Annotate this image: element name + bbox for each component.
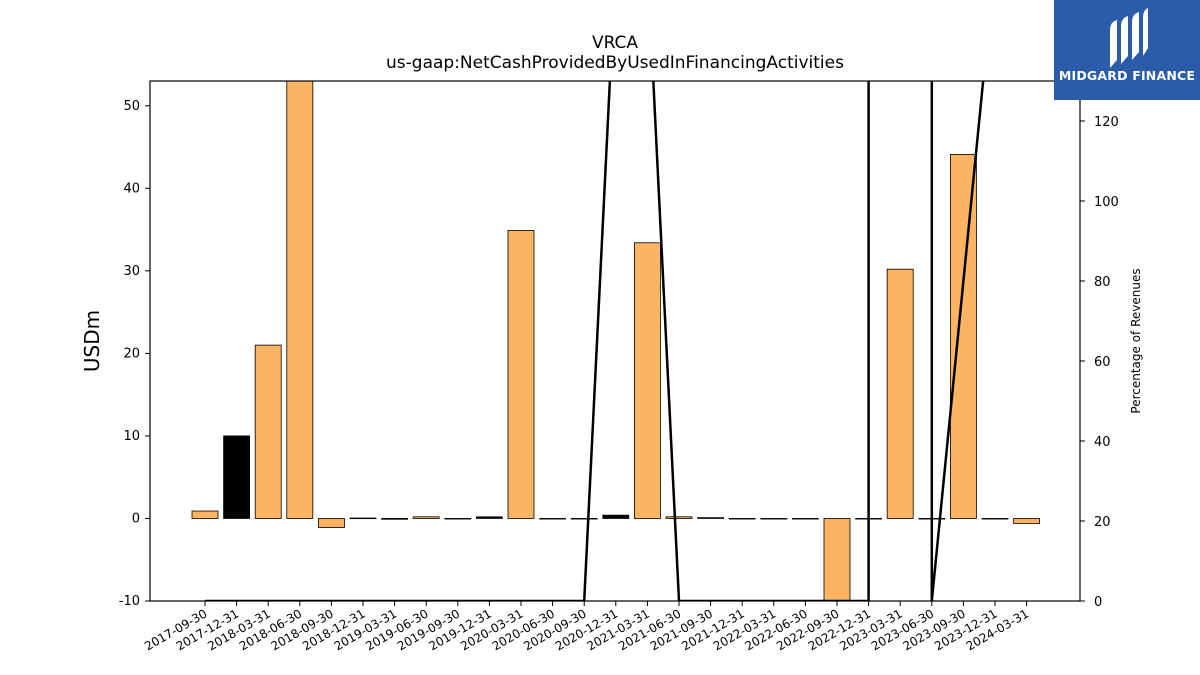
bar-2019-03-31 bbox=[381, 518, 409, 520]
bar-2018-06-30 bbox=[286, 81, 314, 519]
y-axis-right-label: Percentage of Revenues bbox=[1129, 268, 1143, 413]
bar-2019-09-30 bbox=[444, 518, 472, 520]
bar-2022-09-30 bbox=[823, 518, 851, 601]
y-right-tick-label: 60 bbox=[1094, 355, 1111, 370]
percentage-line bbox=[205, 81, 985, 601]
bars bbox=[191, 81, 1040, 601]
bar-2023-12-31 bbox=[981, 518, 1009, 520]
y-tick-label: 0 bbox=[132, 511, 140, 526]
bar-2023-09-30 bbox=[950, 154, 977, 519]
bar-2020-12-31 bbox=[602, 514, 630, 519]
chart-title: VRCA bbox=[592, 33, 638, 53]
y-axis-label: USDm bbox=[80, 310, 104, 372]
bar-2021-12-31 bbox=[728, 518, 756, 520]
plot-frame bbox=[149, 80, 1081, 602]
bar-2017-09-30 bbox=[191, 510, 219, 519]
y-right-tick-label: 80 bbox=[1094, 275, 1111, 290]
y-tick-label: 40 bbox=[123, 181, 140, 196]
bar-2020-06-30 bbox=[539, 518, 566, 520]
bar-2018-03-31 bbox=[254, 344, 282, 519]
logo-text: MIDGARD FINANCE bbox=[1058, 68, 1196, 83]
y-tick-label: 20 bbox=[123, 346, 140, 361]
bar-2019-12-31 bbox=[475, 516, 503, 519]
y-tick-label: 10 bbox=[123, 429, 140, 444]
logo-mark-icon bbox=[1110, 8, 1148, 68]
bar-2022-03-31 bbox=[760, 518, 788, 520]
bar-2018-12-31 bbox=[349, 517, 377, 520]
bar-2021-03-31 bbox=[634, 242, 661, 519]
y-tick-label: 30 bbox=[123, 264, 140, 279]
bar-2017-12-31 bbox=[223, 435, 251, 519]
bar-2018-09-30 bbox=[317, 518, 345, 528]
percentage-line-path bbox=[205, 81, 985, 601]
bar-2019-06-30 bbox=[412, 516, 440, 519]
bar-2021-09-30 bbox=[697, 517, 724, 519]
bar-2021-06-30 bbox=[665, 516, 693, 519]
chart-subtitle: us-gaap:NetCashProvidedByUsedInFinancing… bbox=[386, 53, 844, 73]
y-right-tick-label: 40 bbox=[1094, 435, 1111, 450]
y-right-tick-label: 100 bbox=[1094, 195, 1119, 210]
y-right-tick-label: 120 bbox=[1094, 115, 1119, 130]
bar-2023-03-31 bbox=[886, 268, 914, 519]
y-tick-label: -10 bbox=[119, 594, 140, 609]
bar-2024-03-31 bbox=[1013, 518, 1040, 524]
y-right-tick-label: 0 bbox=[1094, 595, 1102, 610]
y-tick-label: 50 bbox=[123, 99, 140, 114]
bar-2022-06-30 bbox=[792, 518, 819, 520]
bar-2020-09-30 bbox=[570, 518, 598, 520]
y-right-tick-label: 20 bbox=[1094, 515, 1111, 530]
bar-2020-03-31 bbox=[507, 229, 535, 519]
brand-logo: MIDGARD FINANCE bbox=[1054, 0, 1200, 100]
